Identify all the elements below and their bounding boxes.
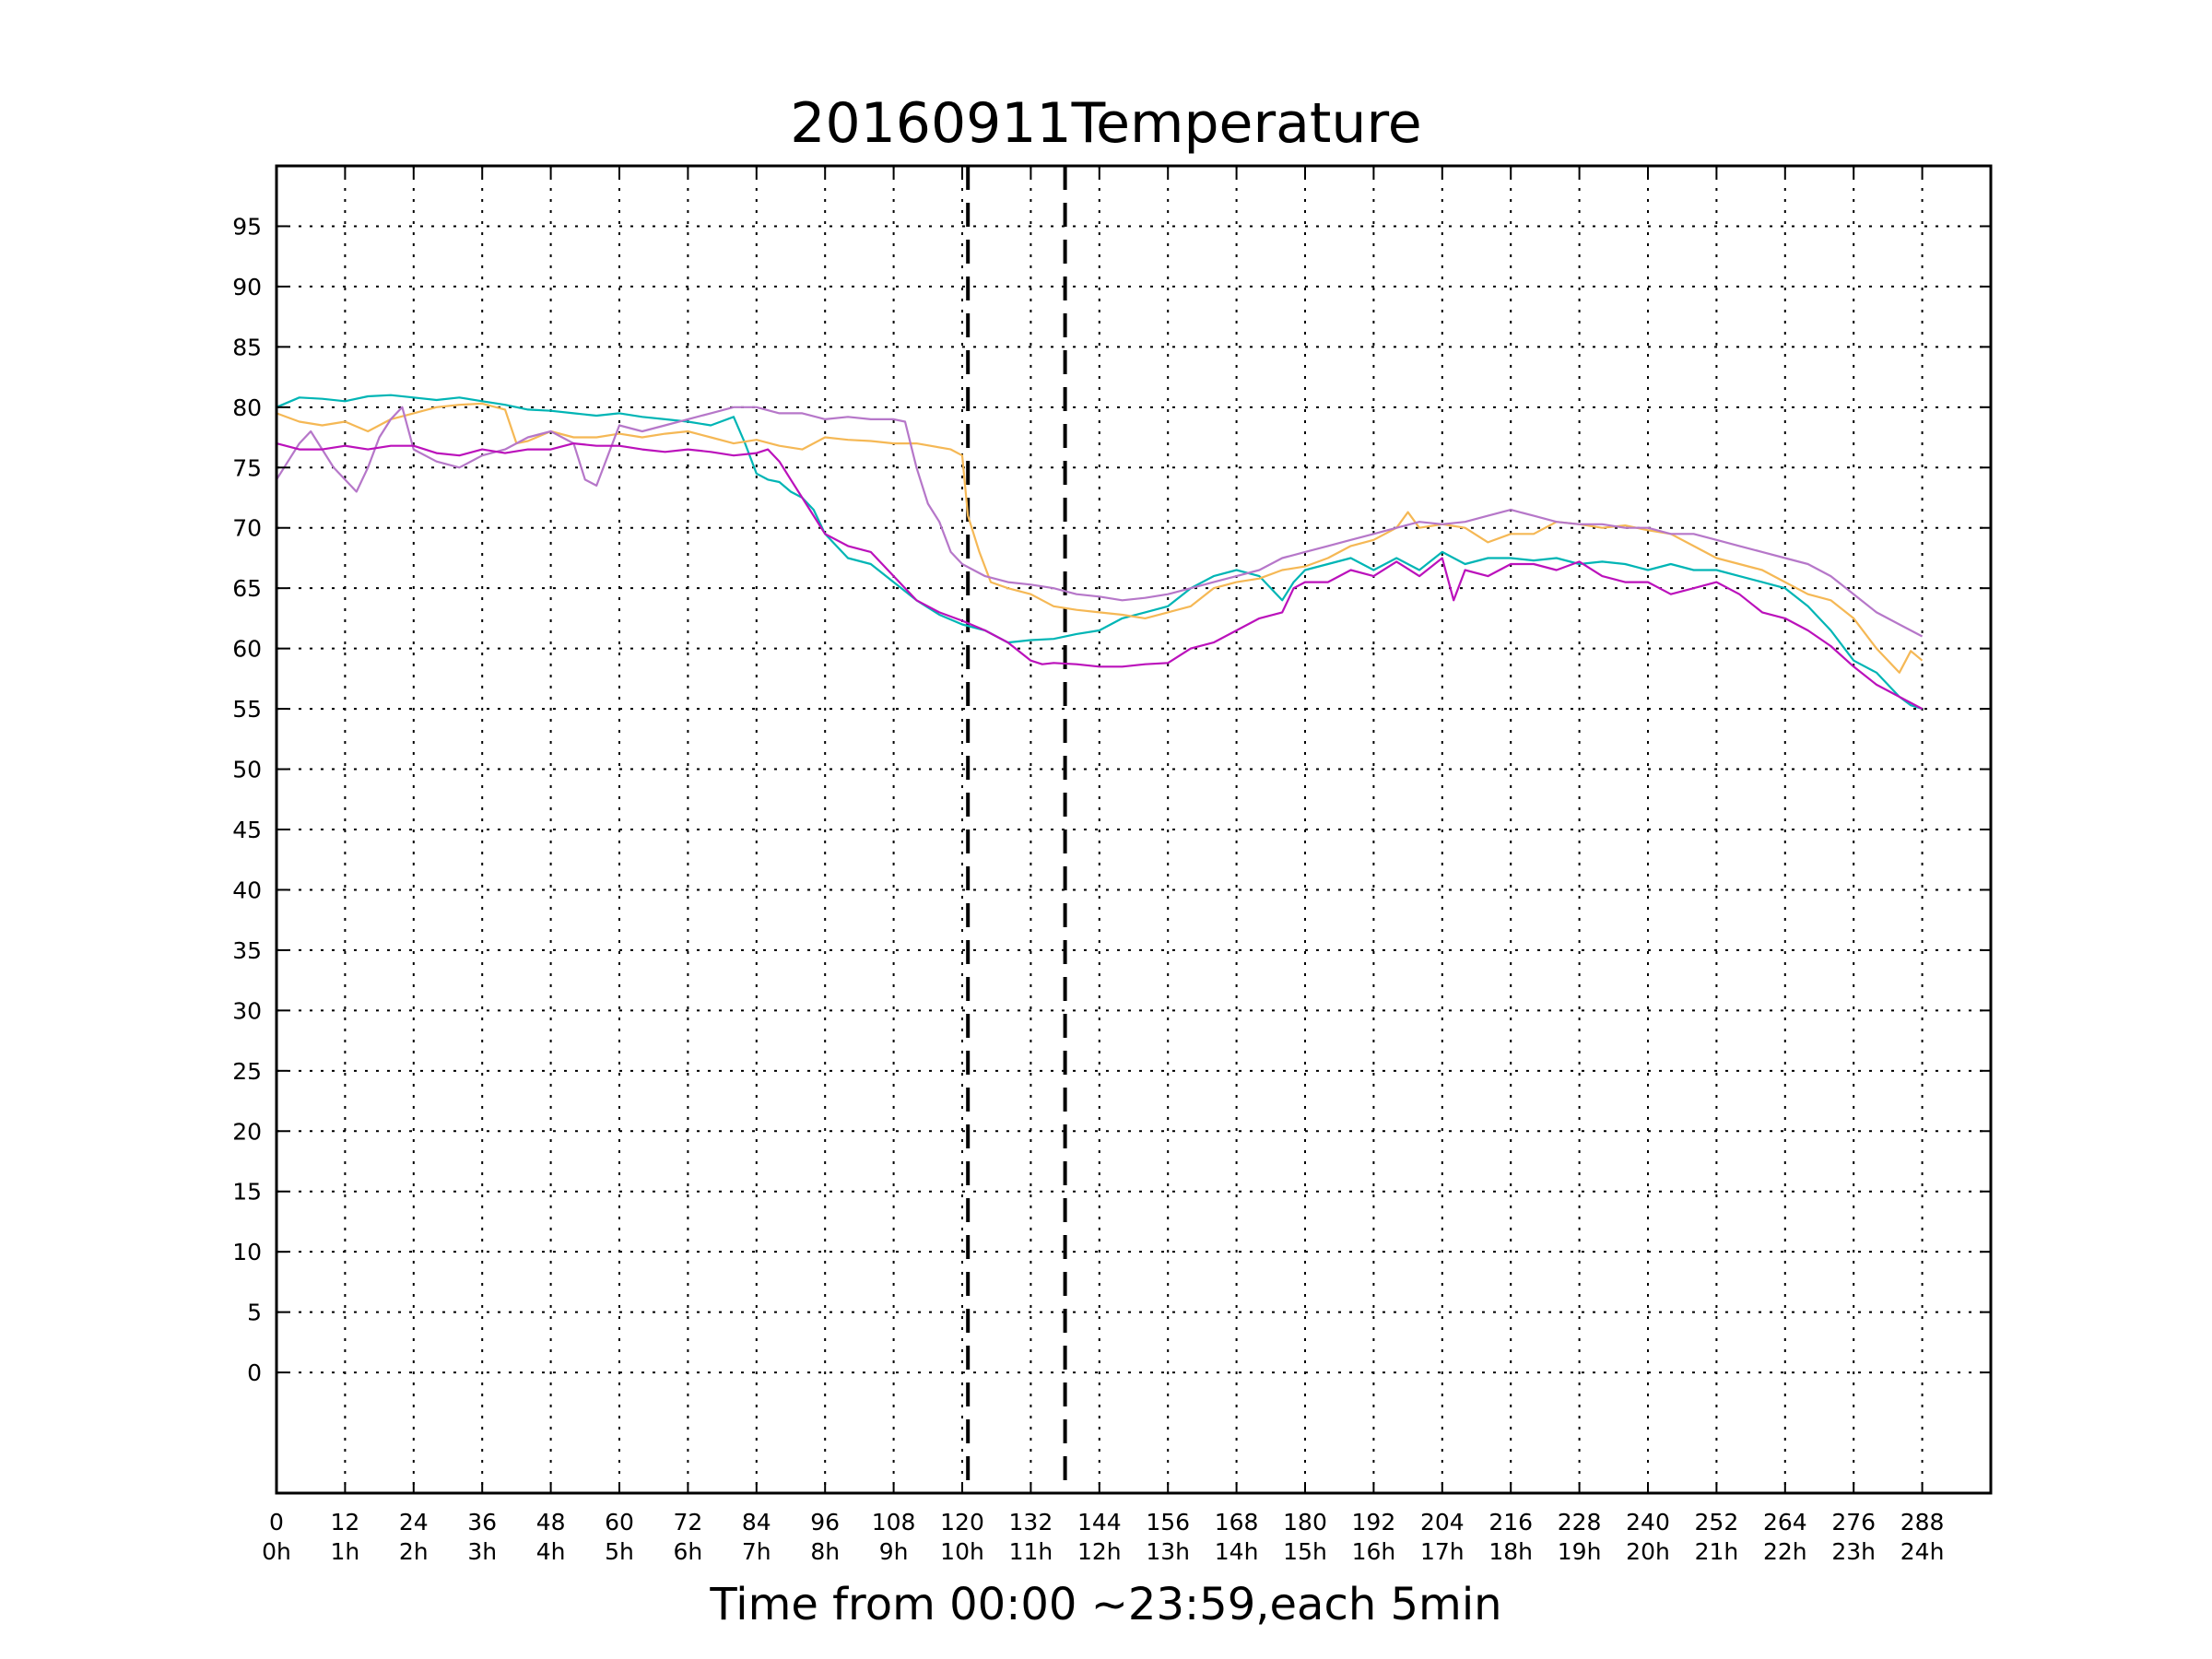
- y-tick-label: 15: [232, 1179, 262, 1206]
- x-axis-ticks: 0 0h 12 1h 24 2h 36 3h 48 4h 60 5h 72 6h 84 7h 96 8h 108 9h…: [262, 166, 1944, 1565]
- x-tick-hour-label: 3h: [467, 1538, 497, 1565]
- chart-title: 20160911Temperature: [790, 91, 1421, 156]
- x-tick-label: 240: [1626, 1509, 1670, 1535]
- x-tick-label: 84: [742, 1509, 771, 1535]
- x-tick-label: 60: [605, 1509, 634, 1535]
- x-tick-label: 180: [1283, 1509, 1327, 1535]
- x-tick-hour-label: 1h: [331, 1538, 360, 1565]
- y-tick-label: 40: [232, 877, 262, 903]
- series-lines: [276, 394, 1924, 711]
- x-tick-label: 228: [1558, 1509, 1602, 1535]
- y-tick-label: 10: [232, 1239, 262, 1265]
- y-tick-label: 60: [232, 636, 262, 663]
- x-tick-label: 252: [1695, 1509, 1739, 1535]
- series-line: [276, 394, 1923, 711]
- x-tick-label: 168: [1215, 1509, 1259, 1535]
- x-tick-hour-label: 0h: [262, 1538, 291, 1565]
- x-tick-label: 108: [872, 1509, 916, 1535]
- x-tick-label: 144: [1077, 1509, 1122, 1535]
- x-tick-label: 96: [810, 1509, 840, 1535]
- y-tick-label: 5: [247, 1300, 262, 1326]
- x-tick-label: 24: [399, 1509, 429, 1535]
- x-tick-hour-label: 4h: [536, 1538, 566, 1565]
- x-tick-hour-label: 12h: [1077, 1538, 1122, 1565]
- x-tick-label: 48: [536, 1509, 566, 1535]
- x-tick-label: 204: [1420, 1509, 1465, 1535]
- x-tick-hour-label: 20h: [1626, 1538, 1670, 1565]
- y-tick-label: 80: [232, 394, 262, 421]
- y-tick-label: 85: [232, 334, 262, 360]
- x-tick-hour-label: 17h: [1420, 1538, 1465, 1565]
- y-tick-label: 30: [232, 997, 262, 1024]
- y-tick-label: 25: [232, 1058, 262, 1085]
- x-tick-hour-label: 14h: [1215, 1538, 1259, 1565]
- x-tick-label: 264: [1763, 1509, 1807, 1535]
- y-tick-label: 45: [232, 817, 262, 843]
- y-tick-label: 65: [232, 575, 262, 602]
- x-tick-label: 132: [1009, 1509, 1053, 1535]
- x-tick-label: 192: [1352, 1509, 1396, 1535]
- x-tick-hour-label: 22h: [1763, 1538, 1807, 1565]
- x-tick-label: 0: [269, 1509, 284, 1535]
- y-tick-label: 90: [232, 274, 262, 300]
- x-tick-hour-label: 6h: [674, 1538, 703, 1565]
- y-tick-label: 0: [247, 1359, 262, 1386]
- x-axis-label: Time from 00:00 ~23:59,each 5min: [709, 1579, 1501, 1630]
- x-tick-label: 120: [940, 1509, 984, 1535]
- y-tick-label: 95: [232, 213, 262, 240]
- x-tick-label: 156: [1146, 1509, 1190, 1535]
- x-tick-hour-label: 5h: [605, 1538, 634, 1565]
- x-tick-hour-label: 23h: [1831, 1538, 1876, 1565]
- y-tick-label: 35: [232, 937, 262, 964]
- x-tick-hour-label: 16h: [1352, 1538, 1396, 1565]
- x-tick-hour-label: 11h: [1009, 1538, 1053, 1565]
- x-tick-hour-label: 7h: [742, 1538, 771, 1565]
- x-tick-hour-label: 24h: [1900, 1538, 1945, 1565]
- x-tick-hour-label: 9h: [879, 1538, 909, 1565]
- x-tick-hour-label: 15h: [1283, 1538, 1327, 1565]
- x-tick-label: 276: [1831, 1509, 1876, 1535]
- vertical-markers: [966, 166, 1067, 1493]
- x-tick-hour-label: 2h: [399, 1538, 429, 1565]
- y-axis-ticks: 0 5 10 15 20 25 30 35 40 45 50 55 60 65 70 75 80 85 90 95: [232, 213, 1991, 1386]
- x-tick-label: 288: [1900, 1509, 1945, 1535]
- x-tick-label: 36: [467, 1509, 497, 1535]
- x-tick-hour-label: 21h: [1695, 1538, 1739, 1565]
- x-tick-hour-label: 19h: [1558, 1538, 1602, 1565]
- y-tick-label: 70: [232, 515, 262, 542]
- y-tick-label: 50: [232, 757, 262, 783]
- x-tick-hour-label: 8h: [810, 1538, 840, 1565]
- x-tick-label: 216: [1488, 1509, 1533, 1535]
- y-tick-label: 55: [232, 696, 262, 723]
- x-tick-hour-label: 18h: [1488, 1538, 1533, 1565]
- series-line: [276, 406, 1924, 638]
- y-tick-label: 20: [232, 1118, 262, 1145]
- x-tick-hour-label: 13h: [1146, 1538, 1190, 1565]
- x-tick-hour-label: 10h: [940, 1538, 984, 1565]
- y-tick-label: 75: [232, 454, 262, 481]
- grid: [276, 166, 1991, 1493]
- series-line: [276, 442, 1924, 711]
- x-tick-label: 72: [673, 1509, 702, 1535]
- x-tick-label: 12: [330, 1509, 359, 1535]
